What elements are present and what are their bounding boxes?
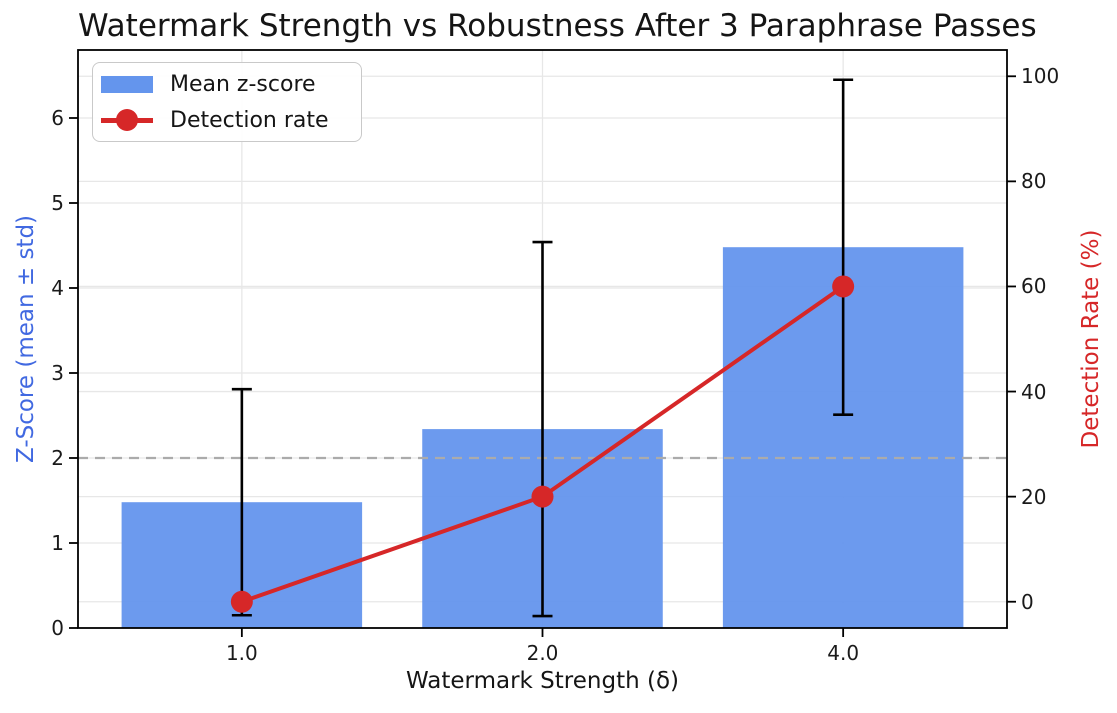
y-axis-label-left: Z-Score (mean ± std) — [13, 214, 39, 464]
y-tick-label-left: 2 — [51, 446, 64, 470]
y-tick-label-right: 0 — [1021, 589, 1034, 614]
y-axis-label-right: Detection Rate (%) — [1078, 229, 1104, 449]
x-tick-label: 2.0 — [526, 641, 559, 665]
legend-label: Mean z-score — [170, 71, 316, 97]
legend-bar-swatch-icon — [101, 75, 153, 93]
y-tick-label-left: 4 — [51, 276, 64, 300]
y-tick-label-left: 5 — [51, 191, 64, 215]
legend-item-detection-rate: Detection rate — [101, 103, 351, 137]
detection-rate-marker — [531, 485, 554, 508]
y-tick-label-right: 100 — [1021, 64, 1060, 89]
y-tick-label-right: 60 — [1021, 274, 1047, 299]
y-tick-label-left: 3 — [51, 361, 64, 385]
legend: Mean z-score Detection rate — [92, 62, 362, 142]
legend-item-mean-z-score: Mean z-score — [101, 67, 351, 101]
x-tick-label: 1.0 — [225, 641, 258, 665]
y-tick-label-left: 1 — [51, 531, 64, 555]
bar-swatch — [101, 75, 153, 93]
y-tick-label-left: 0 — [51, 616, 64, 640]
y-tick-label-right: 40 — [1021, 379, 1047, 404]
y-tick-label-right: 20 — [1021, 484, 1047, 509]
chart-title: Watermark Strength vs Robustness After 3… — [78, 8, 1037, 44]
dot-swatch — [116, 109, 138, 131]
x-tick-label: 4.0 — [827, 641, 860, 665]
legend-label: Detection rate — [170, 107, 329, 133]
legend-line-dot-icon — [101, 108, 153, 132]
y-tick-label-left: 6 — [51, 106, 64, 130]
y-tick-label-right: 80 — [1021, 169, 1047, 194]
detection-rate-marker — [230, 590, 253, 613]
detection-rate-marker — [832, 275, 855, 298]
x-axis-label: Watermark Strength (δ) — [406, 668, 679, 694]
